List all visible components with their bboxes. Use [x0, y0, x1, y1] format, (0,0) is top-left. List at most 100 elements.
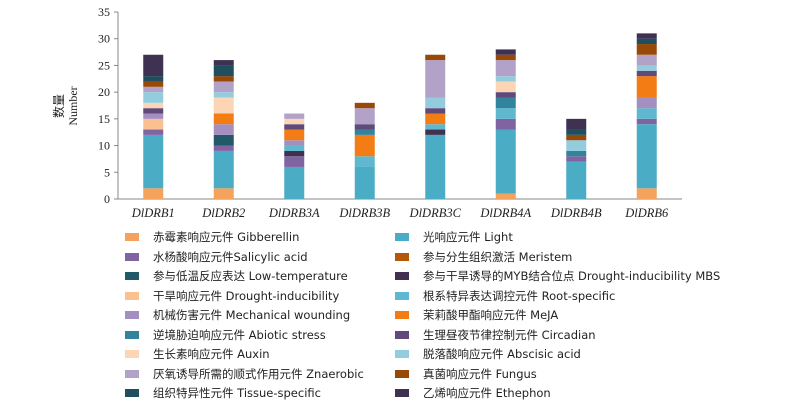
legend-label: 真菌响应元件 Fungus [423, 366, 537, 381]
bar-segment [425, 134, 446, 199]
bar-segment [213, 134, 234, 146]
legend-label: 参与分生组织激活 Meristem [423, 249, 573, 264]
bar-segment [495, 81, 516, 93]
legend-label: 逆境胁迫响应元件 Abiotic stress [153, 327, 326, 342]
bar-segment [636, 65, 657, 71]
legend-label: 参与低温反应表达 Low-temperature [153, 269, 348, 283]
legend-label: 组织特异性元件 Tissue-specific [153, 386, 321, 400]
legend-label: 茉莉酸甲酯响应元件 MeJA [423, 308, 559, 322]
bar-segment [495, 76, 516, 82]
bar-segment [425, 129, 446, 135]
bar-segment [143, 118, 164, 130]
legend-label: 光响应元件 Light [423, 230, 513, 244]
bar-segment [213, 60, 234, 66]
legend-label: 干旱响应元件 Drought-inducibility [153, 288, 340, 303]
y-tick-label: 30 [98, 32, 110, 46]
y-tick-label: 15 [98, 112, 110, 126]
bar-segment [143, 188, 164, 199]
bar-segment [143, 113, 164, 119]
y-tick-label: 35 [98, 5, 110, 19]
bar-segment [213, 65, 234, 77]
bar-segment [636, 70, 657, 77]
legend-swatch [125, 311, 139, 319]
x-tick-label: DlDRB3C [409, 206, 462, 220]
bar-segment [213, 150, 234, 189]
bar-segment [284, 156, 305, 167]
legend-label: 生长素响应元件 Auxin [153, 347, 270, 361]
legend-swatch [125, 291, 139, 300]
chart-plot: 0 5 10 15 20 25 30 35 数量Number DlDRB1 DlDRB2 DlDRB3… [51, 5, 682, 220]
legend-item: 干旱响应元件 Drought-inducibility [125, 287, 339, 305]
legend-label: 根系特异表达调控元件 Root-specific [423, 288, 616, 303]
legend-item: 乙烯响应元件 Ethephon [395, 384, 551, 402]
bar-segment [213, 113, 234, 125]
legend-item: 根系特异表达调控元件 Root-specific [395, 287, 615, 305]
bar-segment [284, 150, 305, 157]
legend-label: 水杨酸响应元件Salicylic acid [153, 249, 308, 264]
bar-segment [566, 134, 587, 141]
bar-segment [495, 193, 516, 199]
bar-segment [425, 54, 446, 61]
bar-segment [213, 188, 234, 199]
bar-segment [354, 102, 375, 109]
bar-segment [636, 108, 657, 119]
x-tick-label: DlDRB4B [550, 206, 602, 220]
bar-segment [213, 81, 234, 93]
bar-segment [284, 124, 305, 130]
bar-segment [636, 76, 657, 98]
legend-swatch [395, 311, 409, 319]
bar-segment [636, 118, 657, 125]
bar-segment [284, 118, 305, 125]
legend-swatch [395, 233, 409, 241]
bar-segment [495, 118, 516, 130]
legend-item: 机械伤害元件 Mechanical wounding [125, 306, 350, 324]
legend-item: 生长素响应元件 Auxin [125, 345, 270, 363]
bar-segment [425, 97, 446, 109]
legend-label: 生理昼夜节律控制元件 Circadian [423, 327, 596, 342]
legend-item: 参与低温反应表达 Low-temperature [125, 267, 348, 285]
bar-segment [566, 129, 587, 135]
bar-segment [143, 129, 164, 135]
bar-segment [425, 108, 446, 114]
x-tick-label: DlDRB3A [268, 206, 320, 220]
bar-segment [284, 145, 305, 151]
y-axis-label: 数量Number [51, 86, 80, 125]
legend-label: 厌氧诱导所需的顺式作用元件 Znaerobic [153, 366, 364, 381]
bar-segment [284, 140, 305, 146]
legend-swatch [125, 350, 139, 358]
legend-item: 参与分生组织激活 Meristem [395, 248, 572, 266]
bar-segment [636, 54, 657, 66]
bar-segment [213, 124, 234, 135]
y-tick-label: 20 [98, 85, 110, 99]
legend-item: 逆境胁迫响应元件 Abiotic stress [125, 326, 326, 344]
bar-segment [213, 76, 234, 82]
legend-swatch [395, 350, 409, 358]
bar-segment [636, 124, 657, 189]
legend-swatch [125, 330, 139, 339]
bar-segment [213, 97, 234, 114]
legend-swatch [395, 272, 409, 280]
legend-item: 水杨酸响应元件Salicylic acid [125, 248, 308, 266]
bar-segment [354, 108, 375, 125]
bar-segment [143, 76, 164, 82]
legend-label: 脱落酸响应元件 Abscisic acid [423, 347, 581, 361]
bar-segment [495, 108, 516, 119]
legend-label: 参与干旱诱导的MYB结合位点 Drought-inducibility MBS [423, 269, 721, 283]
bar-segment [495, 92, 516, 98]
legend-item: 脱落酸响应元件 Abscisic acid [395, 345, 581, 363]
bar-segment [354, 129, 375, 135]
bar-segment [143, 108, 164, 114]
y-tick-label: 10 [98, 139, 110, 153]
y-axis-label-cn: 数量 [51, 94, 66, 118]
legend-swatch [125, 233, 139, 241]
bar-segment [354, 166, 375, 199]
legend-label: 乙烯响应元件 Ethephon [423, 386, 551, 400]
legend-swatch [125, 369, 139, 378]
bar-segment [213, 145, 234, 151]
bar-segment [354, 124, 375, 130]
legend-item: 光响应元件 Light [395, 228, 513, 246]
legend-label: 机械伤害元件 Mechanical wounding [153, 308, 351, 322]
bar-segment [636, 38, 657, 45]
bar-segment [213, 92, 234, 98]
bar-segment [636, 97, 657, 109]
